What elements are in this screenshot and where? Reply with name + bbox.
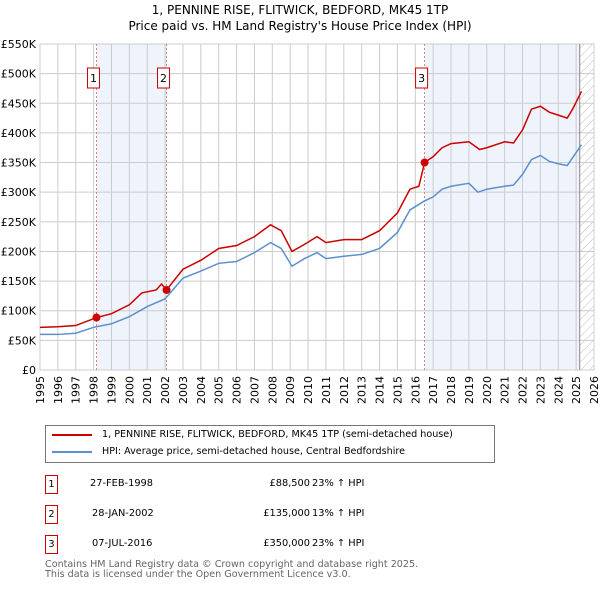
y-tick-label: £0: [22, 364, 36, 377]
x-tick-label: 2023: [534, 376, 547, 404]
x-tick-label: 2013: [356, 376, 369, 404]
x-tick-label: 1997: [70, 376, 83, 404]
x-tick-label: 2002: [159, 376, 172, 404]
transaction-label-box: [415, 67, 429, 89]
footer-line: This data is licensed under the Open Gov…: [45, 569, 351, 580]
transaction-price: £88,500: [269, 478, 310, 489]
y-tick-label: £500K: [1, 68, 37, 81]
x-tick-label: 2019: [463, 376, 476, 404]
y-tick-label: £350K: [1, 157, 37, 170]
plot-area: 1995 1996 1997 1998 1999 2000 2001 2002 2003 2004…: [1, 38, 600, 404]
legend-label-property: 1, PENNINE RISE, FLITWICK, BEDFORD, MK45…: [102, 429, 453, 440]
forecast-hatch: [579, 44, 594, 370]
footer-line: Contains HM Land Registry data © Crown c…: [45, 559, 419, 570]
x-tick-label: 2006: [231, 376, 244, 404]
y-tick-label: £100K: [1, 305, 37, 318]
x-tick-label: 1995: [34, 376, 47, 404]
x-tick-label: 2010: [302, 376, 315, 404]
y-tick-label: £300K: [1, 186, 37, 199]
x-tick-label: 2021: [499, 376, 512, 404]
transaction-label-box: [86, 67, 100, 89]
chart-subtitle: Price paid vs. HM Land Registry's House …: [128, 19, 472, 33]
sale-point: [420, 158, 429, 167]
transaction-row: 2 28-JAN-2002 £135,000 13% ↑ HPI: [45, 505, 495, 525]
transaction-number: 2: [45, 505, 58, 524]
legend-label-hpi: HPI: Average price, semi-detached house,…: [102, 446, 406, 457]
transaction-label-box: [157, 67, 171, 89]
legend-red-line: [52, 433, 92, 436]
transaction-label: 2: [160, 72, 167, 85]
transaction-label: 3: [418, 72, 425, 85]
x-tick-label: 2022: [517, 376, 530, 404]
x-tick-label: 2012: [338, 376, 351, 404]
x-tick-label: 2009: [284, 376, 297, 404]
y-tick-label: £450K: [1, 97, 37, 110]
y-tick-label: £200K: [1, 245, 37, 258]
transaction-price: £350,000: [263, 538, 310, 549]
x-tick-label: 2005: [213, 376, 226, 404]
transaction-hpi: 23% ↑ HPI: [312, 538, 365, 549]
x-tick-label: 2008: [266, 376, 279, 404]
footer: Contains HM Land Registry data © Crown c…: [45, 560, 418, 580]
shaded-range: [424, 44, 580, 370]
x-tick-label: 2015: [391, 376, 404, 404]
transaction-price: £135,000: [263, 508, 310, 519]
sale-point: [162, 285, 171, 294]
sale-point: [92, 313, 101, 322]
y-tick-label: £550K: [1, 38, 37, 51]
x-tick-label: 2014: [374, 376, 387, 404]
transaction-row: 3 07-JUL-2016 £350,000 23% ↑ HPI: [45, 535, 495, 555]
x-tick-label: 2025: [570, 376, 583, 404]
transaction-hpi: 13% ↑ HPI: [312, 508, 365, 519]
transaction-date: 07-JUL-2016: [92, 538, 153, 549]
x-tick-label: 2016: [409, 376, 422, 404]
x-tick-label: 2026: [588, 376, 600, 404]
transaction-number: 3: [45, 535, 58, 554]
chart-title: 1, PENNINE RISE, FLITWICK, BEDFORD, MK45…: [151, 3, 449, 17]
x-tick-label: 2020: [481, 376, 494, 404]
x-tick-label: 1998: [88, 376, 101, 404]
x-tick-label: 2018: [445, 376, 458, 404]
x-tick-label: 2000: [123, 376, 136, 404]
x-tick-label: 2017: [427, 376, 440, 404]
shaded-range: [96, 44, 167, 370]
x-tick-label: 1996: [52, 376, 65, 404]
x-tick-label: 2003: [177, 376, 190, 404]
series-line: [39, 91, 583, 329]
legend: 1, PENNINE RISE, FLITWICK, BEDFORD, MK45…: [45, 425, 495, 463]
transaction-row: 1 27-FEB-1998 £88,500 23% ↑ HPI: [45, 475, 495, 495]
x-tick-label: 2004: [195, 376, 208, 404]
transaction-date: 27-FEB-1998: [90, 478, 154, 489]
x-tick-label: 2024: [552, 376, 565, 404]
x-tick-label: 2011: [320, 376, 333, 404]
y-tick-label: £400K: [1, 127, 37, 140]
x-tick-label: 1999: [105, 376, 118, 404]
y-tick-label: £250K: [1, 216, 37, 229]
plot-border: [39, 43, 595, 371]
x-tick-label: 2001: [141, 376, 154, 404]
y-tick-label: £50K: [8, 334, 37, 347]
y-tick-label: £150K: [1, 275, 37, 288]
series-line: [40, 144, 583, 336]
x-tick-label: 2007: [248, 376, 261, 404]
transaction-date: 28-JAN-2002: [92, 508, 154, 519]
transaction-number: 1: [45, 475, 58, 494]
legend-blue-line: [52, 450, 92, 453]
transaction-hpi: 23% ↑ HPI: [312, 478, 365, 489]
transaction-label: 1: [90, 72, 97, 85]
